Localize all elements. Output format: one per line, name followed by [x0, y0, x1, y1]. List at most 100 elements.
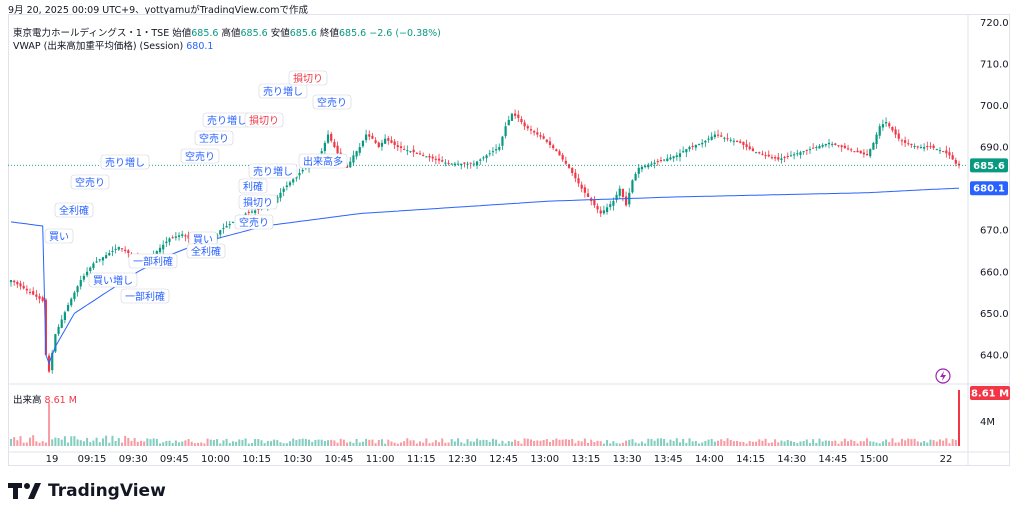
- volume-bar: [644, 443, 647, 446]
- trade-annotation: 全利確: [186, 243, 226, 259]
- candle-body: [834, 143, 837, 145]
- candle-body: [79, 280, 82, 287]
- change-value: −2.6 (−0.38%): [369, 28, 441, 39]
- volume-label: 出来高: [13, 395, 42, 406]
- candle-body: [872, 142, 875, 150]
- annotation-label: 買い増し: [93, 274, 133, 287]
- candle-body: [682, 151, 685, 153]
- candle-body: [463, 162, 466, 164]
- candle-body: [352, 155, 355, 163]
- volume-bar: [476, 438, 479, 446]
- candle-body: [656, 161, 659, 163]
- candle-body: [162, 244, 165, 250]
- close-label: 終値: [320, 28, 340, 39]
- candle-body: [805, 149, 808, 151]
- x-tick-label: 12:45: [489, 454, 518, 465]
- volume-bar: [951, 439, 954, 446]
- volume-bar: [197, 442, 200, 446]
- volume-bar: [866, 438, 869, 446]
- volume-bar: [466, 439, 469, 446]
- volume-bar: [881, 441, 884, 446]
- candle-body: [767, 154, 770, 157]
- candle-body: [415, 152, 418, 154]
- volume-bar: [127, 437, 130, 446]
- trade-annotation: 売り増し: [258, 83, 308, 99]
- candle-body: [466, 163, 469, 165]
- candle-body: [615, 194, 618, 200]
- candle-body: [431, 156, 434, 159]
- candle-body: [564, 160, 567, 164]
- volume-bar: [821, 441, 824, 446]
- volume-bar: [577, 440, 580, 446]
- volume-bar: [761, 440, 764, 446]
- candle-body: [85, 271, 89, 276]
- candle-body: [605, 207, 609, 213]
- candle-body: [393, 141, 396, 145]
- candle-body: [101, 257, 105, 261]
- candle-body: [558, 151, 561, 156]
- annotations: 買い全利確空売り売り増し買い増し一部利確一部利確買い全利確空売り売り増し空売り利…: [44, 70, 352, 304]
- volume-bar: [428, 443, 431, 446]
- candle-body: [602, 210, 605, 214]
- candle-body: [951, 155, 954, 160]
- volume-bar: [101, 438, 104, 446]
- volume-bar: [209, 439, 212, 446]
- candle-body: [501, 136, 504, 146]
- candle-body: [403, 149, 406, 151]
- candle-body: [450, 163, 453, 165]
- candle-body: [567, 164, 571, 168]
- volume-bar: [615, 443, 618, 446]
- candle-body: [647, 164, 650, 168]
- volume-bar: [349, 441, 352, 446]
- candle-body: [526, 126, 529, 129]
- candle-body: [51, 352, 54, 371]
- candle-body: [326, 134, 330, 143]
- candle-body: [846, 148, 850, 150]
- candle-body: [409, 151, 412, 153]
- candle-body: [333, 141, 336, 148]
- volume-bar: [751, 441, 754, 446]
- volume-bar: [320, 439, 323, 446]
- volume-bar: [365, 438, 368, 446]
- candle-body: [111, 250, 114, 252]
- volume-bar: [390, 441, 393, 446]
- annotation-label: 利確: [243, 180, 263, 193]
- candle-body: [330, 133, 333, 141]
- annotation-label: 損切り: [293, 72, 323, 85]
- candle-body: [57, 326, 60, 334]
- volume-bar: [355, 438, 358, 446]
- volume-bar: [327, 440, 330, 446]
- candle-body: [856, 150, 859, 153]
- volume-bar: [758, 439, 761, 446]
- volume-bar: [181, 441, 184, 446]
- annotation-box: [54, 202, 94, 218]
- volume-bar: [767, 443, 770, 446]
- volume-bar: [22, 442, 25, 446]
- volume-bar: [399, 442, 402, 446]
- volume-bar: [29, 437, 32, 446]
- candle-body: [888, 123, 891, 127]
- x-tick-label: 10:30: [283, 454, 312, 465]
- volume-bar: [32, 435, 35, 446]
- candle-body: [98, 259, 101, 261]
- candle-body: [355, 151, 358, 157]
- tradingview-logo[interactable]: TradingView: [8, 480, 166, 502]
- volume-bar: [235, 441, 238, 446]
- x-tick-label: 09:30: [119, 454, 148, 465]
- price-tag-bg: [970, 158, 1008, 173]
- trade-annotation: 出来高多: [298, 153, 348, 169]
- candle-body: [599, 210, 602, 214]
- volume-bar: [618, 443, 621, 446]
- volume-bar: [295, 440, 298, 446]
- volume-bar: [438, 442, 441, 446]
- volume-bar: [536, 440, 539, 446]
- candle-body: [219, 230, 222, 235]
- candle-body: [793, 154, 796, 156]
- candle-body: [593, 199, 596, 206]
- x-tick-label: 19: [46, 454, 59, 465]
- volume-bar: [257, 439, 260, 446]
- open-label: 始値: [172, 28, 192, 39]
- annotation-label: 一部利確: [133, 255, 173, 268]
- annotation-label: 空売り: [239, 216, 269, 229]
